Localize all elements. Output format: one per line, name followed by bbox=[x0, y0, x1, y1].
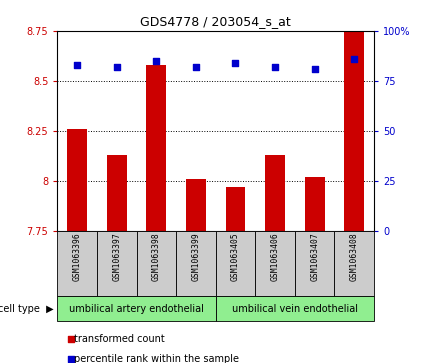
Point bbox=[153, 58, 160, 64]
Point bbox=[116, 295, 123, 301]
Point bbox=[351, 56, 357, 62]
Bar bbox=[136, 231, 176, 296]
Text: GSM1063396: GSM1063396 bbox=[73, 232, 82, 281]
Bar bbox=[226, 187, 245, 231]
Bar bbox=[57, 231, 97, 296]
Bar bbox=[57, 296, 215, 321]
Point bbox=[272, 64, 278, 70]
Text: umbilical artery endothelial: umbilical artery endothelial bbox=[69, 303, 204, 314]
Text: GSM1063405: GSM1063405 bbox=[231, 232, 240, 281]
Bar bbox=[147, 65, 166, 231]
Text: percentile rank within the sample: percentile rank within the sample bbox=[74, 354, 239, 363]
Bar bbox=[255, 231, 295, 296]
Bar bbox=[176, 231, 215, 296]
Point bbox=[193, 64, 199, 70]
Bar bbox=[107, 155, 127, 231]
Point bbox=[74, 62, 81, 68]
Text: transformed count: transformed count bbox=[74, 334, 165, 344]
Bar bbox=[215, 231, 255, 296]
Text: GSM1063398: GSM1063398 bbox=[152, 232, 161, 281]
Bar bbox=[305, 177, 325, 231]
Point bbox=[232, 60, 239, 66]
Text: GSM1063408: GSM1063408 bbox=[350, 232, 359, 281]
Text: GSM1063406: GSM1063406 bbox=[271, 232, 280, 281]
Bar bbox=[344, 5, 364, 231]
Bar bbox=[215, 296, 374, 321]
Text: cell type  ▶: cell type ▶ bbox=[0, 303, 53, 314]
Bar bbox=[334, 231, 374, 296]
Bar bbox=[186, 179, 206, 231]
Text: GSM1063399: GSM1063399 bbox=[191, 232, 201, 281]
Bar bbox=[295, 231, 334, 296]
Text: GSM1063397: GSM1063397 bbox=[112, 232, 121, 281]
Bar bbox=[67, 129, 87, 231]
Point bbox=[311, 66, 318, 72]
Bar bbox=[265, 155, 285, 231]
Title: GDS4778 / 203054_s_at: GDS4778 / 203054_s_at bbox=[140, 15, 291, 28]
Text: GSM1063407: GSM1063407 bbox=[310, 232, 319, 281]
Bar bbox=[97, 231, 136, 296]
Point bbox=[113, 64, 120, 70]
Text: umbilical vein endothelial: umbilical vein endothelial bbox=[232, 303, 358, 314]
Point bbox=[116, 315, 123, 321]
